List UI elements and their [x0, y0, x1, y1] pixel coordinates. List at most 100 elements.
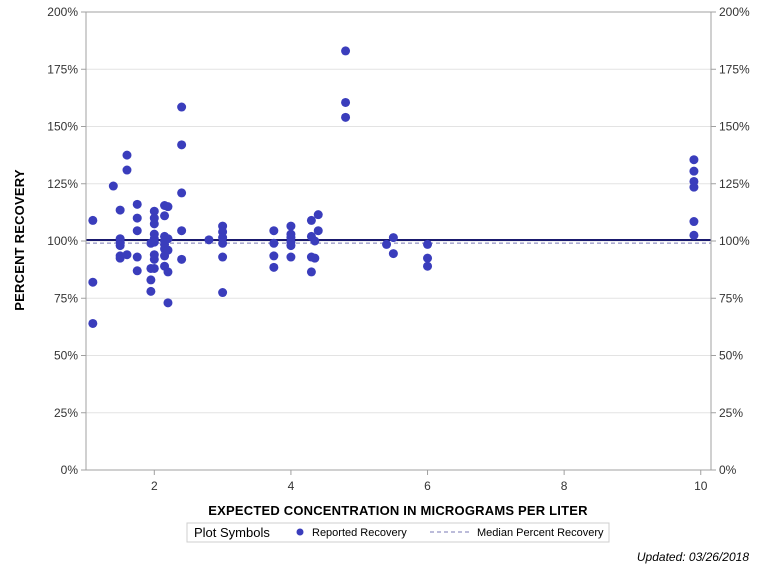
data-point — [88, 215, 98, 225]
data-point — [341, 97, 351, 107]
y-axis-left: 0% 25% 50% 75% 100% 125% 150% 175% 200% — [47, 5, 86, 477]
data-point — [177, 140, 187, 150]
data-points — [88, 46, 699, 328]
x-tick-label: 8 — [561, 479, 568, 493]
data-point — [149, 254, 159, 264]
data-point — [423, 253, 433, 263]
y-tick-label-left: 125% — [47, 177, 78, 191]
data-point — [341, 112, 351, 122]
y-tick-label-left: 25% — [54, 406, 78, 420]
data-point — [163, 234, 173, 244]
y-tick-label-left: 175% — [47, 62, 78, 76]
data-point — [177, 254, 187, 264]
data-point — [388, 249, 398, 259]
legend-marker-reported-recovery — [296, 528, 304, 536]
data-point — [689, 217, 699, 227]
data-point — [423, 261, 433, 271]
legend-label-median: Median Percent Recovery — [477, 527, 604, 539]
y-tick-label-right: 100% — [719, 234, 750, 248]
data-point — [122, 250, 132, 260]
x-tick-label: 10 — [694, 479, 708, 493]
data-point — [163, 267, 173, 277]
data-point — [132, 252, 142, 262]
data-point — [218, 238, 228, 248]
data-point — [286, 252, 296, 262]
y-tick-label-left: 200% — [47, 5, 78, 19]
data-point — [163, 202, 173, 212]
data-point — [88, 277, 98, 287]
y-tick-label-right: 50% — [719, 349, 743, 363]
x-tick-label: 6 — [424, 479, 431, 493]
data-point — [269, 262, 279, 272]
data-point — [122, 150, 132, 160]
y-tick-label-right: 0% — [719, 463, 737, 477]
legend-title: Plot Symbols — [194, 525, 270, 540]
data-point — [306, 267, 316, 277]
data-point — [132, 213, 142, 223]
data-point — [204, 235, 214, 245]
data-point — [177, 226, 187, 236]
data-point — [689, 230, 699, 240]
data-point — [149, 263, 159, 273]
legend: Plot Symbols Reported Recovery Median Pe… — [186, 522, 610, 543]
y-tick-label-left: 50% — [54, 349, 78, 363]
data-point — [341, 46, 351, 56]
data-point — [132, 266, 142, 276]
data-point — [306, 215, 316, 225]
data-point — [286, 221, 296, 231]
y-tick-label-left: 0% — [61, 463, 79, 477]
data-point — [149, 237, 159, 247]
y-tick-label-left: 75% — [54, 291, 78, 305]
y-tick-label-left: 150% — [47, 120, 78, 134]
x-axis-title: EXPECTED CONCENTRATION IN MICROGRAMS PER… — [208, 503, 588, 518]
data-point — [177, 188, 187, 198]
y-tick-label-right: 200% — [719, 5, 750, 19]
data-point — [146, 275, 156, 285]
y-tick-label-right: 25% — [719, 406, 743, 420]
legend-box — [186, 522, 610, 543]
data-point — [689, 155, 699, 165]
data-point — [269, 238, 279, 248]
y-axis-right: 0% 25% 50% 75% 100% 125% 150% 175% 200% — [711, 5, 750, 477]
data-point — [689, 166, 699, 176]
data-point — [269, 251, 279, 261]
data-point — [423, 239, 433, 249]
data-point — [310, 253, 320, 263]
data-point — [689, 182, 699, 192]
data-point — [115, 241, 125, 251]
data-point — [122, 165, 132, 175]
y-tick-label-right: 125% — [719, 177, 750, 191]
data-point — [88, 318, 98, 328]
data-point — [149, 206, 159, 216]
data-point — [313, 226, 323, 236]
x-tick-label: 2 — [151, 479, 158, 493]
legend-label-reported-recovery: Reported Recovery — [312, 527, 407, 539]
y-tick-label-right: 150% — [719, 120, 750, 134]
data-point — [115, 253, 125, 263]
data-point — [310, 236, 320, 246]
data-point — [108, 181, 118, 191]
y-tick-label-left: 100% — [47, 234, 78, 248]
x-axis: 2 4 6 8 10 — [151, 470, 708, 493]
data-point — [218, 288, 228, 298]
data-point — [115, 205, 125, 215]
data-point — [382, 239, 392, 249]
data-point — [163, 298, 173, 308]
data-point — [177, 102, 187, 112]
data-point — [286, 241, 296, 251]
y-tick-label-right: 75% — [719, 291, 743, 305]
data-point — [160, 211, 170, 221]
updated-date: Updated: 03/26/2018 — [637, 550, 749, 564]
data-point — [163, 245, 173, 255]
data-point — [146, 286, 156, 296]
x-tick-label: 4 — [288, 479, 295, 493]
data-point — [388, 233, 398, 243]
data-point — [132, 226, 142, 236]
data-point — [313, 210, 323, 220]
y-axis-title: PERCENT RECOVERY — [12, 169, 27, 311]
data-point — [269, 226, 279, 236]
y-tick-label-right: 175% — [719, 62, 750, 76]
data-point — [132, 199, 142, 209]
reference-lines — [86, 239, 711, 244]
